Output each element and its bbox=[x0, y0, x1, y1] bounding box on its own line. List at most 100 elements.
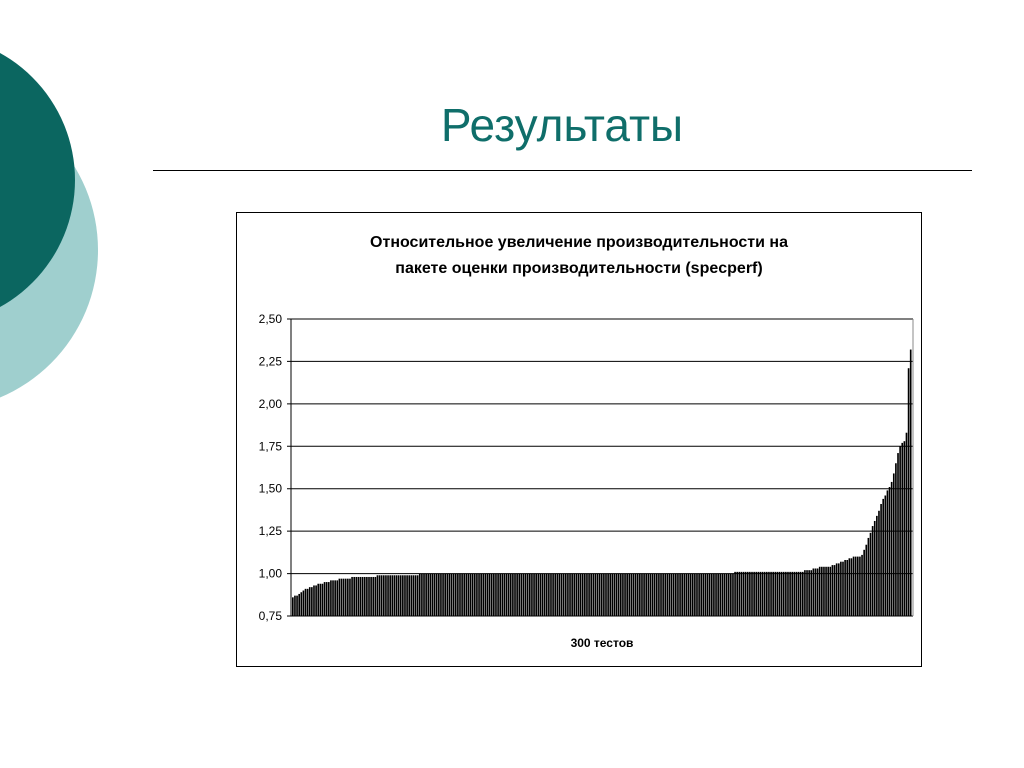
bar bbox=[818, 566, 821, 616]
bar bbox=[871, 526, 874, 616]
bar bbox=[342, 578, 345, 616]
bar bbox=[421, 573, 423, 616]
bar bbox=[298, 593, 300, 616]
bar bbox=[852, 556, 855, 616]
bar bbox=[808, 570, 810, 616]
bar bbox=[698, 573, 700, 616]
bar bbox=[685, 573, 688, 616]
y-tick-label: 1,50 bbox=[259, 482, 283, 496]
bar bbox=[744, 571, 747, 616]
bar bbox=[484, 573, 487, 616]
gridlines bbox=[287, 318, 914, 617]
bar bbox=[761, 571, 764, 616]
bar bbox=[495, 573, 497, 616]
bar bbox=[691, 573, 694, 616]
bar bbox=[567, 573, 569, 616]
bar bbox=[829, 566, 832, 616]
bar bbox=[831, 565, 834, 616]
bar bbox=[313, 585, 315, 616]
bar bbox=[395, 575, 398, 616]
bar bbox=[867, 537, 870, 616]
bar bbox=[336, 580, 339, 616]
bar bbox=[785, 571, 787, 616]
bar bbox=[738, 571, 741, 616]
bar bbox=[865, 544, 868, 616]
bar bbox=[397, 575, 400, 616]
bar bbox=[812, 568, 815, 616]
bar bbox=[675, 573, 677, 616]
y-tick-label: 1,25 bbox=[259, 524, 283, 538]
bar bbox=[624, 573, 626, 616]
bar bbox=[548, 573, 550, 616]
bar bbox=[404, 575, 406, 616]
bar bbox=[622, 573, 624, 616]
bar bbox=[859, 556, 861, 616]
bar bbox=[575, 573, 578, 616]
bar bbox=[778, 571, 781, 616]
bar bbox=[795, 571, 798, 616]
bar bbox=[723, 573, 726, 616]
bar bbox=[609, 573, 612, 616]
y-tick-label: 0,75 bbox=[259, 609, 283, 623]
bar bbox=[590, 573, 593, 616]
bar bbox=[385, 575, 387, 616]
bar bbox=[607, 573, 609, 616]
bar bbox=[560, 573, 563, 616]
bar bbox=[899, 446, 901, 616]
bar bbox=[476, 573, 478, 616]
bar bbox=[382, 575, 385, 616]
bar bbox=[315, 585, 317, 616]
bar bbox=[571, 573, 573, 616]
bar bbox=[890, 481, 893, 616]
bar bbox=[645, 573, 648, 616]
bar bbox=[323, 582, 326, 616]
bar bbox=[308, 587, 311, 616]
bar bbox=[581, 573, 584, 616]
bar bbox=[774, 571, 777, 616]
bar bbox=[533, 573, 535, 616]
bar bbox=[626, 573, 628, 616]
bar bbox=[706, 573, 709, 616]
bar bbox=[736, 571, 739, 616]
bar bbox=[850, 558, 853, 616]
dark-teal-circle bbox=[0, 53, 75, 307]
bar bbox=[302, 590, 305, 616]
bar bbox=[467, 573, 470, 616]
bar bbox=[564, 573, 567, 616]
bar bbox=[545, 573, 548, 616]
bar bbox=[300, 592, 303, 616]
bar bbox=[814, 568, 817, 616]
bar bbox=[418, 573, 421, 616]
bar bbox=[683, 573, 686, 616]
bar bbox=[751, 571, 753, 616]
bar bbox=[292, 597, 294, 616]
bar bbox=[509, 573, 512, 616]
bar bbox=[882, 498, 885, 616]
bar bbox=[844, 559, 846, 616]
bar bbox=[615, 573, 618, 616]
bar bbox=[677, 573, 679, 616]
bar bbox=[444, 573, 446, 616]
bar bbox=[366, 576, 368, 616]
bar bbox=[630, 573, 633, 616]
bar bbox=[380, 575, 383, 616]
chart-title-line-1: Относительное увеличение производительно… bbox=[370, 234, 788, 251]
y-tick-label: 2,00 bbox=[259, 397, 283, 411]
bar bbox=[482, 573, 485, 616]
bar bbox=[861, 554, 863, 616]
bar bbox=[670, 573, 673, 616]
bar bbox=[763, 571, 766, 616]
bar bbox=[649, 573, 652, 616]
bar bbox=[594, 573, 597, 616]
bar bbox=[319, 583, 322, 616]
bar bbox=[368, 576, 370, 616]
bar bbox=[372, 576, 375, 616]
bar bbox=[873, 520, 876, 616]
bar bbox=[452, 573, 455, 616]
bar bbox=[856, 556, 859, 616]
bar bbox=[399, 575, 402, 616]
bar bbox=[863, 549, 865, 616]
bar bbox=[311, 587, 313, 616]
bar bbox=[696, 573, 698, 616]
bar bbox=[410, 575, 413, 616]
